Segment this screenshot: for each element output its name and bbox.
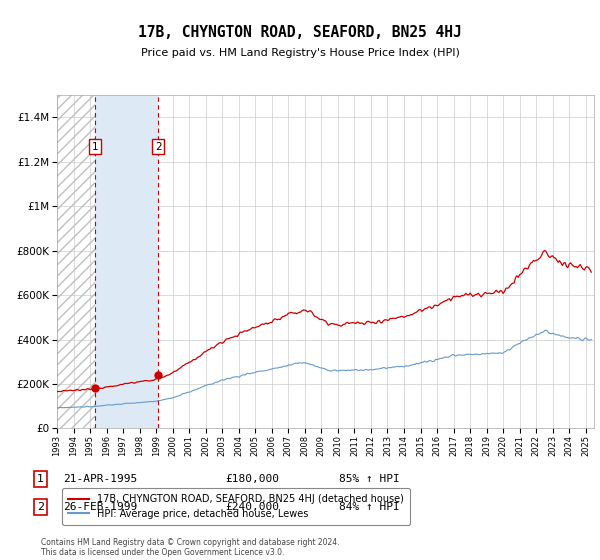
Bar [95,95,158,428]
Text: 2: 2 [155,142,161,152]
Text: 26-FEB-1999: 26-FEB-1999 [63,502,137,512]
Text: £240,000: £240,000 [225,502,279,512]
Legend: 17B, CHYNGTON ROAD, SEAFORD, BN25 4HJ (detached house), HPI: Average price, deta: 17B, CHYNGTON ROAD, SEAFORD, BN25 4HJ (d… [62,488,410,525]
Text: Contains HM Land Registry data © Crown copyright and database right 2024.
This d: Contains HM Land Registry data © Crown c… [41,538,340,557]
Text: Price paid vs. HM Land Registry's House Price Index (HPI): Price paid vs. HM Land Registry's House … [140,48,460,58]
Text: £180,000: £180,000 [225,474,279,484]
Text: 2: 2 [37,502,44,512]
Text: 21-APR-1995: 21-APR-1995 [63,474,137,484]
Text: 1: 1 [37,474,44,484]
Bar [57,95,95,428]
Text: 1: 1 [92,142,98,152]
Text: 85% ↑ HPI: 85% ↑ HPI [339,474,400,484]
Text: 84% ↑ HPI: 84% ↑ HPI [339,502,400,512]
Text: 17B, CHYNGTON ROAD, SEAFORD, BN25 4HJ: 17B, CHYNGTON ROAD, SEAFORD, BN25 4HJ [138,25,462,40]
